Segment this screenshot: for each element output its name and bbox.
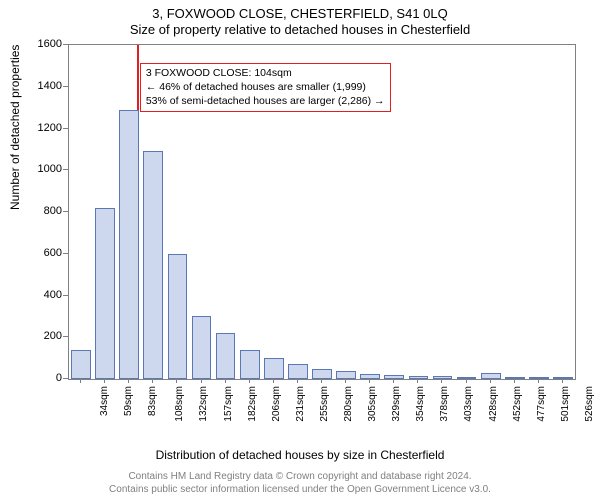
bar [95,208,115,379]
figure: 3, FOXWOOD CLOSE, CHESTERFIELD, S41 0LQ … [0,0,600,500]
x-tick-mark [441,378,442,383]
y-tick-mark [63,378,68,379]
bar [143,151,163,379]
bar [505,377,525,379]
x-tick-label: 157sqm [222,386,233,422]
y-tick-label: 400 [44,289,62,301]
x-tick-label: 501sqm [560,386,571,422]
y-tick-label: 1600 [38,38,62,50]
x-tick-mark [562,378,563,383]
y-tick-label: 200 [44,330,62,342]
x-tick-mark [369,378,370,383]
x-tick-label: 108sqm [174,386,185,422]
y-tick-label: 600 [44,247,62,259]
x-tick-label: 231sqm [295,386,306,422]
x-tick-label: 59sqm [123,386,134,416]
y-tick-mark [63,128,68,129]
x-tick-mark [249,378,250,383]
x-tick-label: 477sqm [536,386,547,422]
y-tick-label: 1200 [38,122,62,134]
super-title: 3, FOXWOOD CLOSE, CHESTERFIELD, S41 0LQ [0,6,600,21]
y-tick-mark [63,211,68,212]
x-tick-mark [393,378,394,383]
bar [481,373,501,379]
y-tick-mark [63,44,68,45]
x-tick-mark [514,378,515,383]
bar [192,316,212,379]
bar [216,333,236,379]
x-tick-mark [273,378,274,383]
x-tick-mark [417,378,418,383]
bar [119,110,139,379]
y-axis-label: Number of detached properties [8,45,22,210]
bar [168,254,188,379]
x-tick-mark [201,378,202,383]
x-tick-mark [466,378,467,383]
bar [384,375,404,379]
x-tick-mark [104,378,105,383]
x-axis-label: Distribution of detached houses by size … [0,448,600,462]
annotation-line-1: 3 FOXWOOD CLOSE: 104sqm [146,67,385,81]
x-tick-mark [128,378,129,383]
x-tick-mark [490,378,491,383]
bar [240,350,260,379]
footer-line-2: Contains public sector information licen… [0,484,600,495]
bar [288,364,308,379]
bar [529,377,549,379]
y-tick-label: 800 [44,205,62,217]
x-tick-mark [345,378,346,383]
x-tick-label: 182sqm [246,386,257,422]
y-tick-mark [63,86,68,87]
x-tick-mark [80,378,81,383]
y-tick-mark [63,169,68,170]
x-tick-label: 378sqm [439,386,450,422]
x-tick-label: 280sqm [343,386,354,422]
x-tick-label: 329sqm [391,386,402,422]
x-tick-label: 206sqm [270,386,281,422]
x-tick-label: 305sqm [367,386,378,422]
annotation-line-2: ← 46% of detached houses are smaller (1,… [146,81,385,95]
x-tick-label: 428sqm [487,386,498,422]
bar [71,350,91,379]
x-tick-mark [321,378,322,383]
bar [409,376,429,379]
x-tick-label: 354sqm [415,386,426,422]
annotation-box: 3 FOXWOOD CLOSE: 104sqm ← 46% of detache… [140,63,391,112]
x-tick-label: 34sqm [99,386,110,416]
x-tick-label: 132sqm [198,386,209,422]
y-tick-mark [63,295,68,296]
x-tick-mark [176,378,177,383]
y-tick-mark [63,336,68,337]
x-tick-mark [297,378,298,383]
y-tick-mark [63,253,68,254]
bar [264,358,284,379]
y-tick-label: 1000 [38,163,62,175]
x-tick-label: 526sqm [584,386,595,422]
bar [553,377,573,379]
footer-line-1: Contains HM Land Registry data © Crown c… [0,471,600,482]
x-tick-label: 255sqm [319,386,330,422]
y-tick-label: 0 [56,372,62,384]
x-tick-mark [538,378,539,383]
x-tick-label: 403sqm [463,386,474,422]
x-tick-mark [225,378,226,383]
plot-area: 3 FOXWOOD CLOSE: 104sqm ← 46% of detache… [68,44,576,380]
x-tick-label: 452sqm [511,386,522,422]
annotation-line-3: 53% of semi-detached houses are larger (… [146,95,385,109]
y-tick-label: 1400 [38,80,62,92]
bar [457,377,477,379]
x-tick-label: 83sqm [147,386,158,416]
x-tick-mark [152,378,153,383]
bar [433,376,453,379]
chart-title: Size of property relative to detached ho… [0,22,600,37]
